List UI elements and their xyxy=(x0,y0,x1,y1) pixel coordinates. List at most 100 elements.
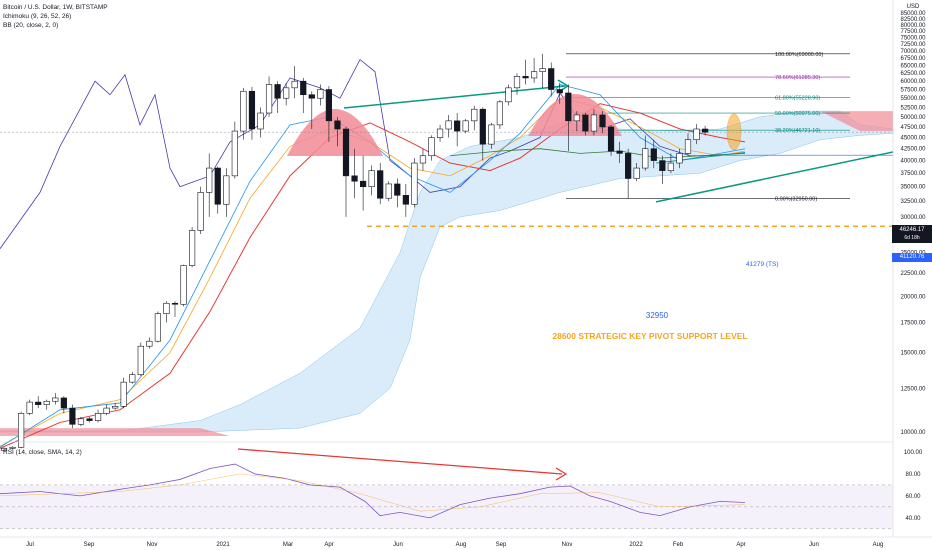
time-tick: Nov xyxy=(562,542,573,548)
price-tick: 77500.00 xyxy=(900,29,926,35)
candle-body xyxy=(223,175,230,205)
candle-body xyxy=(377,170,384,199)
time-tick: 2021 xyxy=(216,542,230,548)
time-tick: Aug xyxy=(873,542,884,548)
candle-body xyxy=(52,397,59,402)
time-tick: Jun xyxy=(809,542,819,548)
candle-body xyxy=(129,374,136,383)
price-tick: 15000.00 xyxy=(900,351,926,357)
price-tick: 47500.00 xyxy=(900,125,926,131)
candle-body xyxy=(60,397,67,409)
candle-body xyxy=(693,128,700,141)
candle-body xyxy=(445,120,452,130)
rsi-legend[interactable]: RSI (14, close, SMA, 14, 2) xyxy=(3,449,82,456)
candle-body xyxy=(436,128,444,138)
candle-body xyxy=(265,84,273,114)
candle-body xyxy=(368,170,375,188)
candle-body xyxy=(548,68,555,90)
candle-body xyxy=(454,120,461,132)
candle-body xyxy=(385,183,392,199)
rsi-ma xyxy=(0,473,746,512)
candle-body xyxy=(120,381,127,407)
candle-body xyxy=(231,130,238,177)
time-tick: Jun xyxy=(393,542,403,548)
price-tick: 52500.00 xyxy=(900,105,926,111)
support-level-label: 28600 STRATEGIC KEY PIVOT SUPPORT LEVEL xyxy=(552,331,747,341)
candle-body xyxy=(300,80,307,96)
rsi-divergence-line xyxy=(237,448,563,475)
candle-body xyxy=(650,148,657,161)
candle-body xyxy=(394,183,401,196)
ichimoku-legend[interactable]: Ichimoku (9, 26, 52, 26) xyxy=(3,13,72,20)
candle-body xyxy=(667,162,674,171)
price-tick: 65000.00 xyxy=(900,64,926,70)
low-label: 32950 xyxy=(646,311,669,320)
candle-body xyxy=(257,112,264,130)
price-tick: 17500.00 xyxy=(900,320,926,326)
candle-body xyxy=(530,71,538,79)
candle-body xyxy=(240,90,247,132)
rsi-tick: 80.00 xyxy=(905,472,921,478)
candle-body xyxy=(513,76,521,89)
candle-body xyxy=(189,230,196,266)
candle-body xyxy=(488,124,495,145)
chart-title: Bitcoin / U.S. Dollar, 1W, BITSTAMP xyxy=(3,4,108,11)
price-tick: 30000.00 xyxy=(900,215,926,221)
ascending-trendline xyxy=(655,151,894,203)
candle-body xyxy=(9,446,16,449)
price-tick: 32500.00 xyxy=(900,199,926,205)
candle-body xyxy=(35,401,42,405)
candle-body xyxy=(402,194,409,205)
bb-legend[interactable]: BB (20, close, 2, 0) xyxy=(3,22,59,29)
fib-retracement: 100.00%(69000.00) 78.60%(61285.30) 61.80%(… xyxy=(566,52,850,203)
candle-body xyxy=(419,155,427,164)
candle-body xyxy=(154,313,162,342)
time-axis: Jul Sep Nov 2021 Mar Apr Jun Aug Sep Nov 2022 Feb Ap… xyxy=(0,536,932,548)
candle-body xyxy=(599,114,606,128)
candle-body xyxy=(69,407,76,425)
last-price-value: 46246.17 xyxy=(899,227,925,233)
rsi-tick: 100.00 xyxy=(904,450,923,456)
highlight-ellipse xyxy=(726,113,742,151)
candle-body xyxy=(291,80,298,89)
candle-body xyxy=(317,89,324,99)
candle-body xyxy=(556,89,563,94)
rsi-line xyxy=(0,463,746,519)
candles xyxy=(0,53,709,452)
time-tick: Mar xyxy=(283,542,293,548)
fib-label: 61.80%(55228.90) xyxy=(775,95,820,101)
candle-body xyxy=(171,302,179,305)
rsi-pane: 100.00 80.00 60.00 40.00 xyxy=(0,441,923,530)
price-tick: 70000.00 xyxy=(900,49,926,55)
price-tick: 57500.00 xyxy=(900,88,926,94)
price-tick: 35000.00 xyxy=(900,185,926,191)
candle-body xyxy=(684,139,692,154)
candle-body xyxy=(214,167,221,205)
candle-body xyxy=(197,192,204,231)
candle-body xyxy=(86,418,93,421)
candle-body xyxy=(539,68,546,72)
fib-label: 100.00%(69000.00) xyxy=(775,52,823,58)
currency-label: USD xyxy=(907,4,920,10)
level-tag: 41120.76 xyxy=(892,253,932,262)
price-tick: 67500.00 xyxy=(900,56,926,62)
candle-body xyxy=(103,407,110,414)
rsi-tick: 40.00 xyxy=(905,516,921,522)
time-tick: Apr xyxy=(324,542,333,548)
price-tick: 40000.00 xyxy=(900,159,926,165)
candle-body xyxy=(701,128,709,133)
price-tick: 42500.00 xyxy=(900,147,926,153)
candle-body xyxy=(77,418,85,425)
price-tick: 60000.00 xyxy=(900,79,926,85)
candle-body xyxy=(633,167,640,179)
candle-body xyxy=(283,87,290,99)
candle-body xyxy=(43,400,50,405)
price-tick: 62500.00 xyxy=(900,71,926,77)
candle-body xyxy=(462,120,469,132)
price-tick: 85000.00 xyxy=(900,11,926,17)
candle-body xyxy=(274,84,281,99)
candle-body xyxy=(248,90,256,130)
price-tick: 80000.00 xyxy=(900,23,926,29)
candle-body xyxy=(206,167,213,193)
